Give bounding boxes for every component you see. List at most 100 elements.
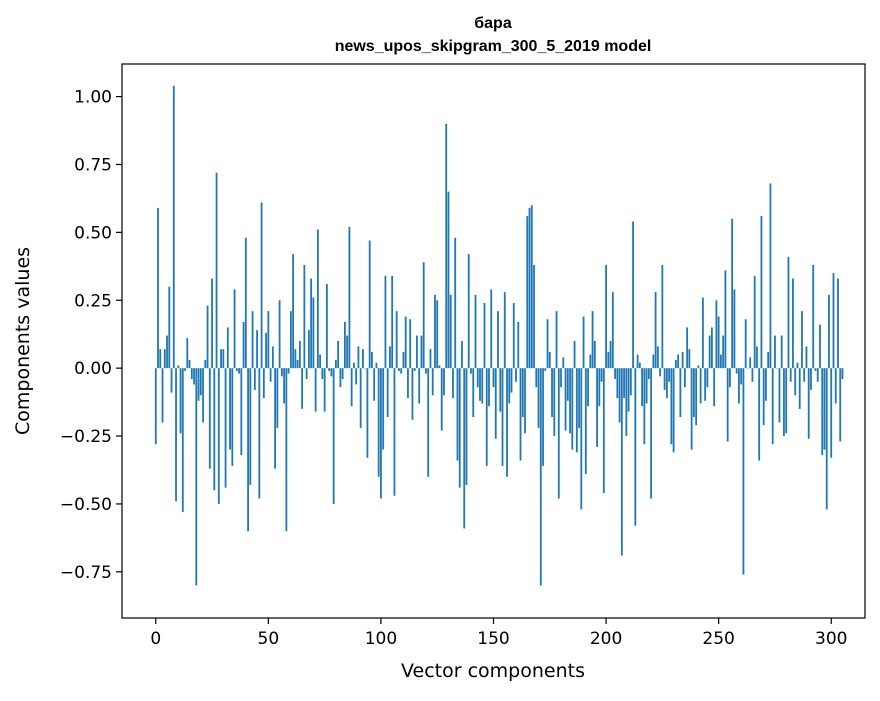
bar-302: [835, 368, 837, 403]
bar-277: [779, 368, 781, 422]
bar-177: [553, 368, 555, 436]
bar-43: [252, 311, 254, 368]
bar-51: [270, 368, 272, 382]
bar-77: [328, 368, 330, 371]
y-tick-label: −0.50: [60, 495, 112, 515]
bar-196: [596, 368, 598, 447]
bar-282: [790, 368, 792, 382]
bar-124: [434, 295, 436, 368]
bar-89: [355, 368, 357, 384]
bar-280: [785, 368, 787, 433]
bar-183: [567, 368, 569, 401]
bar-170: [538, 368, 540, 428]
bar-186: [574, 341, 576, 368]
bar-88: [353, 363, 355, 368]
bar-97: [373, 368, 375, 401]
bar-85: [346, 336, 348, 369]
bar-244: [704, 368, 706, 401]
bar-59: [288, 368, 290, 373]
bar-219: [648, 368, 650, 379]
bar-36: [236, 368, 238, 371]
bar-164: [524, 368, 526, 433]
bar-245: [706, 368, 708, 387]
bar-24: [209, 368, 211, 468]
bar-169: [535, 368, 537, 387]
bar-256: [731, 219, 733, 368]
bar-242: [700, 368, 702, 403]
bar-260: [740, 368, 742, 384]
bar-107: [396, 311, 398, 368]
bar-129: [445, 124, 447, 368]
bar-176: [551, 368, 553, 417]
bar-157: [508, 368, 510, 403]
bar-299: [828, 295, 830, 368]
bar-249: [716, 300, 718, 368]
bar-53: [274, 368, 276, 468]
bar-255: [729, 368, 731, 387]
bar-205: [616, 368, 618, 398]
bar-23: [207, 306, 209, 368]
bar-141: [472, 368, 474, 417]
bar-230: [673, 368, 675, 452]
bar-228: [668, 368, 670, 382]
bar-135: [459, 368, 461, 487]
bar-63: [297, 360, 299, 368]
bar-291: [810, 368, 812, 390]
bar-266: [754, 276, 756, 368]
bar-203: [612, 292, 614, 368]
x-tick-label: 250: [702, 629, 734, 649]
bar-149: [490, 289, 492, 368]
bar-162: [520, 368, 522, 460]
bar-261: [743, 368, 745, 574]
bar-140: [470, 368, 472, 373]
bar-216: [641, 368, 643, 406]
bar-210: [628, 368, 630, 411]
bar-229: [670, 368, 672, 444]
bar-240: [695, 368, 697, 425]
bar-151: [495, 368, 497, 439]
bar-37: [238, 368, 240, 373]
bar-267: [756, 346, 758, 368]
bar-295: [819, 325, 821, 368]
bar-84: [344, 322, 346, 368]
bar-40: [245, 238, 247, 368]
bar-12: [182, 368, 184, 512]
bar-301: [833, 273, 835, 368]
bar-212: [632, 222, 634, 369]
bar-188: [578, 368, 580, 428]
bar-221: [652, 355, 654, 369]
bar-101: [382, 368, 384, 449]
bar-95: [369, 241, 371, 369]
bar-41: [247, 368, 249, 531]
bar-218: [646, 368, 648, 403]
bar-220: [650, 368, 652, 498]
bar-232: [677, 355, 679, 369]
bar-257: [734, 289, 736, 368]
bar-92: [362, 349, 364, 368]
bar-123: [432, 368, 434, 395]
bar-132: [452, 368, 454, 398]
bar-44: [254, 368, 256, 390]
bar-144: [479, 368, 481, 401]
bar-48: [263, 368, 265, 398]
bar-33: [229, 368, 231, 449]
bar-90: [358, 346, 360, 368]
x-tick-label: 200: [590, 629, 622, 649]
bar-104: [389, 346, 391, 368]
y-tick-label: 0.25: [74, 291, 112, 311]
bar-50: [267, 311, 269, 368]
bar-146: [484, 303, 486, 368]
bar-25: [211, 279, 213, 369]
bar-83: [342, 368, 344, 379]
bar-160: [515, 368, 517, 382]
bar-105: [391, 276, 393, 368]
bar-156: [506, 368, 508, 477]
bar-80: [335, 360, 337, 368]
bar-198: [601, 368, 603, 382]
bar-52: [272, 346, 274, 368]
bar-46: [258, 368, 260, 498]
bar-238: [691, 368, 693, 449]
bar-251: [720, 355, 722, 369]
bar-11: [180, 368, 182, 433]
bar-102: [385, 276, 387, 368]
